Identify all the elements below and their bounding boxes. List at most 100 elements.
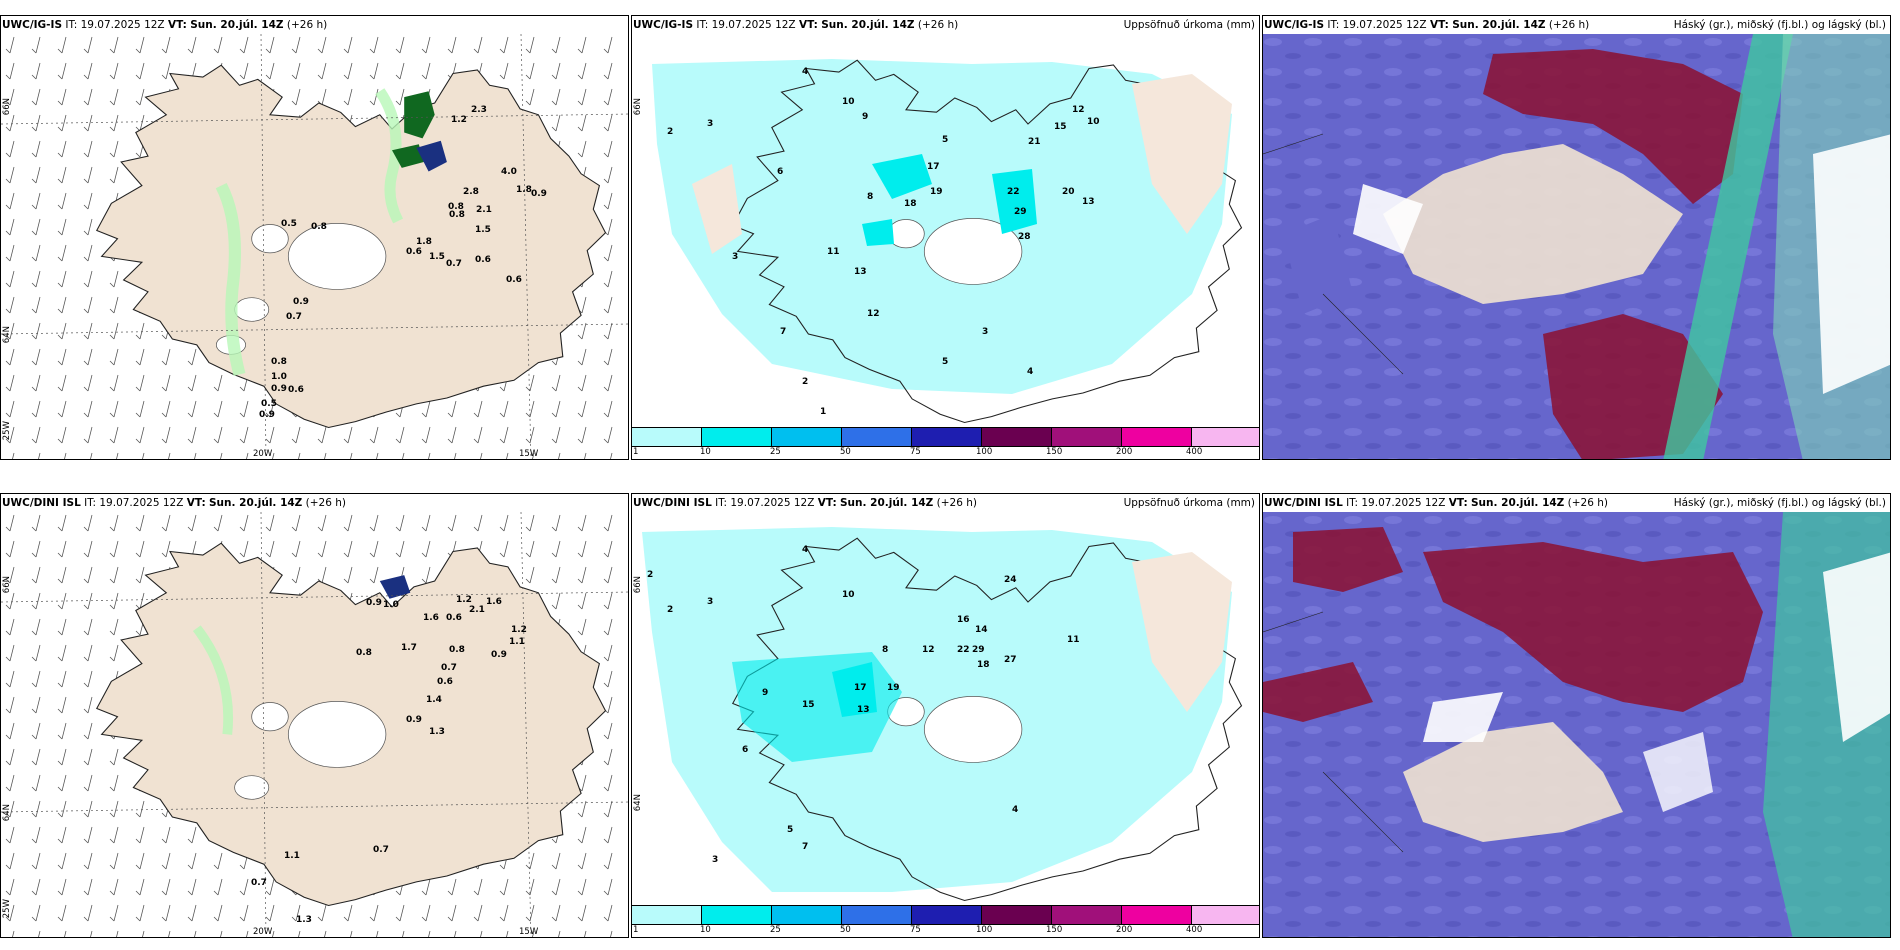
- svg-text:17: 17: [854, 683, 867, 693]
- panel-header: UWC/DINI ISL IT: 19.07.2025 12Z VT: Sun.…: [1264, 497, 1886, 509]
- svg-text:3: 3: [707, 597, 713, 607]
- svg-text:1.0: 1.0: [271, 372, 287, 382]
- svg-text:0.5: 0.5: [261, 399, 277, 409]
- svg-text:0.7: 0.7: [373, 845, 389, 855]
- svg-text:4: 4: [802, 67, 808, 77]
- lat-label: 64N: [633, 794, 643, 812]
- svg-text:3: 3: [707, 119, 713, 129]
- svg-text:1.3: 1.3: [296, 915, 312, 925]
- svg-text:4: 4: [802, 545, 808, 555]
- svg-text:17: 17: [927, 162, 940, 172]
- svg-text:1.5: 1.5: [475, 225, 491, 235]
- lon-label: 15W: [519, 449, 539, 459]
- svg-text:0.7: 0.7: [251, 878, 267, 888]
- colorbar-ticks: 1 10 25 50 75 100 150 200 400: [633, 925, 1203, 935]
- svg-text:22: 22: [1007, 187, 1020, 197]
- svg-text:1.3: 1.3: [429, 727, 445, 737]
- precip-values: 2 4 3 10 17 19 18 22 29 28 20 21 15 12 1…: [667, 67, 1100, 417]
- svg-text:7: 7: [780, 327, 786, 337]
- svg-text:0.6: 0.6: [288, 385, 304, 395]
- svg-text:3: 3: [732, 252, 738, 262]
- lat-label: 66N: [633, 98, 643, 116]
- svg-text:2: 2: [802, 377, 808, 387]
- panel-header: UWC/DINI ISL IT: 19.07.2025 12Z VT: Sun.…: [2, 497, 347, 509]
- svg-text:22: 22: [957, 645, 970, 655]
- svg-text:10: 10: [842, 97, 855, 107]
- svg-text:1.8: 1.8: [416, 237, 432, 247]
- svg-text:0.5: 0.5: [281, 219, 297, 229]
- panel-igis-wind: UWC/IG-IS IT: 19.07.2025 12Z VT: Sun. 20…: [0, 15, 629, 460]
- svg-text:13: 13: [854, 267, 867, 277]
- svg-text:3: 3: [712, 855, 718, 865]
- svg-text:24: 24: [1004, 575, 1017, 585]
- svg-text:16: 16: [957, 615, 970, 625]
- svg-text:1.1: 1.1: [284, 851, 300, 861]
- svg-text:0.9: 0.9: [271, 384, 287, 394]
- cloud-cover-map: [1263, 34, 1890, 459]
- svg-text:9: 9: [762, 688, 768, 698]
- svg-text:18: 18: [977, 660, 990, 670]
- svg-text:29: 29: [972, 645, 985, 655]
- svg-text:0.7: 0.7: [446, 259, 462, 269]
- svg-text:0.6: 0.6: [406, 247, 422, 257]
- svg-text:0.9: 0.9: [259, 410, 275, 420]
- lat-label: 25W: [2, 899, 12, 919]
- panel-dini-wind: UWC/DINI ISL IT: 19.07.2025 12Z VT: Sun.…: [0, 493, 629, 938]
- svg-text:28: 28: [1018, 232, 1031, 242]
- colorbar-ticks: 1 10 25 50 75 100 150 200 400: [633, 447, 1203, 457]
- svg-text:0.9: 0.9: [293, 297, 309, 307]
- svg-text:2.3: 2.3: [471, 105, 487, 115]
- panel-dini-precip: UWC/DINI ISL IT: 19.07.2025 12Z VT: Sun.…: [631, 493, 1260, 938]
- svg-text:1.5: 1.5: [429, 252, 445, 262]
- svg-text:0.6: 0.6: [475, 255, 491, 265]
- svg-text:5: 5: [942, 357, 948, 367]
- lon-label: 15W: [519, 927, 539, 937]
- svg-text:0.6: 0.6: [446, 613, 462, 623]
- svg-text:13: 13: [1082, 197, 1095, 207]
- svg-text:10: 10: [842, 590, 855, 600]
- panel-header: UWC/DINI ISL IT: 19.07.2025 12Z VT: Sun.…: [633, 497, 1255, 509]
- svg-text:11: 11: [1067, 635, 1080, 645]
- svg-text:11: 11: [827, 247, 840, 257]
- svg-text:0.9: 0.9: [366, 598, 382, 608]
- lat-label: 66N: [633, 576, 643, 594]
- svg-text:1.6: 1.6: [486, 597, 502, 607]
- svg-text:12: 12: [867, 309, 880, 319]
- accumulated-precip-map: 2 4 3 10 17 19 18 22 29 28 20 21 15 12 1…: [632, 34, 1259, 459]
- svg-text:6: 6: [777, 167, 783, 177]
- precip-colorbar: [632, 427, 1259, 447]
- svg-text:2: 2: [667, 127, 673, 137]
- svg-text:0.8: 0.8: [449, 210, 465, 220]
- svg-text:1.2: 1.2: [451, 115, 467, 125]
- svg-text:14: 14: [975, 625, 988, 635]
- svg-text:0.8: 0.8: [448, 202, 464, 212]
- svg-text:2.1: 2.1: [476, 205, 492, 215]
- svg-text:19: 19: [887, 683, 900, 693]
- svg-text:6: 6: [742, 745, 748, 755]
- lat-label: 66N: [2, 98, 12, 116]
- svg-text:0.6: 0.6: [437, 677, 453, 687]
- svg-text:5: 5: [787, 825, 793, 835]
- svg-text:19: 19: [930, 187, 943, 197]
- svg-text:1.2: 1.2: [456, 595, 472, 605]
- panel-header: UWC/IG-IS IT: 19.07.2025 12Z VT: Sun. 20…: [2, 19, 328, 31]
- lat-label: 64N: [2, 326, 12, 344]
- svg-text:1.6: 1.6: [423, 613, 439, 623]
- svg-text:12: 12: [922, 645, 935, 655]
- wind-precip-map: 0.5 0.8 1.2 2.3 1.8 1.5 2.8 0.8 1.5 0.6 …: [1, 34, 628, 459]
- svg-text:1.7: 1.7: [401, 643, 417, 653]
- panel-igis-cloud: UWC/IG-IS IT: 19.07.2025 12Z VT: Sun. 20…: [1262, 15, 1891, 460]
- precip-values: 0.5 0.8 1.2 2.3 1.8 1.5 2.8 0.8 1.5 0.6 …: [259, 105, 547, 420]
- svg-text:4: 4: [1012, 805, 1018, 815]
- lat-label: 64N: [2, 804, 12, 822]
- panel-header: UWC/IG-IS IT: 19.07.2025 12Z VT: Sun. 20…: [633, 19, 1255, 31]
- svg-text:0.8: 0.8: [271, 357, 287, 367]
- precip-colorbar: [632, 905, 1259, 925]
- svg-text:21: 21: [1028, 137, 1041, 147]
- svg-text:1: 1: [820, 407, 826, 417]
- svg-text:2.1: 2.1: [469, 605, 485, 615]
- svg-text:0.9: 0.9: [491, 650, 507, 660]
- svg-text:12: 12: [1072, 105, 1085, 115]
- svg-text:0.9: 0.9: [531, 189, 547, 199]
- svg-text:0.9: 0.9: [406, 715, 422, 725]
